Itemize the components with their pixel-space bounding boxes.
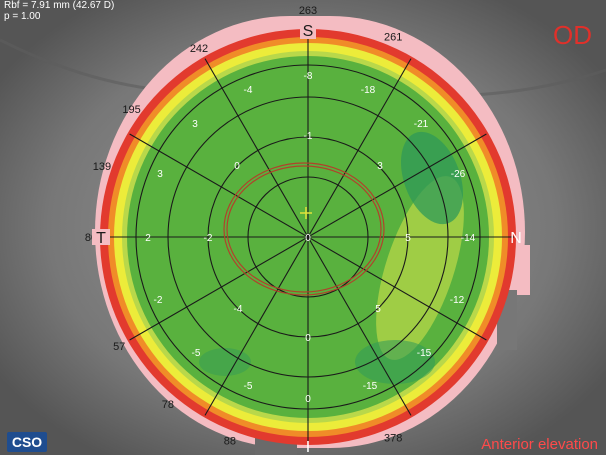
periphery-value-p-57: 57 [113,341,125,353]
superior-label-bg [300,21,316,39]
nasal-label: N [510,230,522,247]
elevation-value-v-3-left: 3 [157,169,163,180]
elevation-value-v-neg14: -14 [461,233,476,244]
reference-radius-text: Rbf = 7.91 mm (42.67 D) [4,0,115,11]
elevation-values: 0 -8 -1 -4 -18 3 -21 0 3 3 -26 2 -2 5 -14 -2 -12 -4 5 0 -5 -1… [145,71,475,405]
elevation-value-v-neg5-left: -5 [192,348,201,359]
cso-logo: CSO [7,432,47,452]
periphery-value-p-88: 88 [224,436,236,448]
asphericity-text: p = 1.00 [4,11,41,22]
elevation-value-v-neg18: -18 [361,85,376,96]
elevation-value-v-5-low: 5 [375,304,381,315]
elevation-value-v-5-right: 5 [405,233,411,244]
periphery-value-p-195: 195 [122,104,140,116]
elevation-value-v-0-bottom: 0 [305,394,311,405]
temporal-label-bg [92,229,110,245]
dark-green-region-lower [355,340,435,384]
elevation-value-v-neg2-inner: -2 [204,233,213,244]
temporal-label: T [96,230,106,247]
elevation-features [199,131,464,384]
elevation-value-v-neg2-low: -2 [154,295,163,306]
periphery-value-p-261: 261 [384,31,402,43]
dark-green-region-upper [400,131,464,225]
elevation-value-v-0-upper: 0 [234,161,240,172]
elevation-value-v-neg15-bottom: -15 [363,381,378,392]
periphery-value-p-78: 78 [162,399,174,411]
elevation-value-v-0-center: 0 [305,233,311,244]
periphery-value-p-139: 139 [93,161,111,173]
elevation-value-v-3-upper-left: 3 [192,119,198,130]
pupil-outline [223,162,385,296]
periphery-value-p-263: 263 [299,5,317,17]
elevation-value-v-3-upper-right: 3 [377,161,383,172]
elevation-value-v-neg4-low: -4 [234,304,243,315]
superior-label: S [303,23,314,40]
elevation-value-v-neg4-top: -4 [244,85,253,96]
elevation-value-v-neg26: -26 [451,169,466,180]
periphery-value-p-378: 378 [384,433,402,445]
elevation-value-v-neg12: -12 [450,295,465,306]
elevation-value-v-neg8: -8 [304,71,313,82]
periphery-value-p-242: 242 [190,43,208,55]
elevation-value-v-neg1: -1 [304,131,313,142]
map-type-label[interactable]: Anterior elevation [481,436,598,453]
dark-green-region-left [199,348,251,376]
elevation-value-v-0-low: 0 [305,333,311,344]
eye-side-label: OD [553,20,592,50]
elevation-value-v-2-left: 2 [145,233,151,244]
pupil-center-marker [300,207,312,219]
inferior-label: I [306,439,310,455]
meridian-line [129,133,487,341]
elevation-value-v-neg21: -21 [414,119,429,130]
grid-meridians [102,31,514,443]
elevation-value-v-neg5-bottom: -5 [244,381,253,392]
elevation-value-v-neg15-right: -15 [417,348,432,359]
